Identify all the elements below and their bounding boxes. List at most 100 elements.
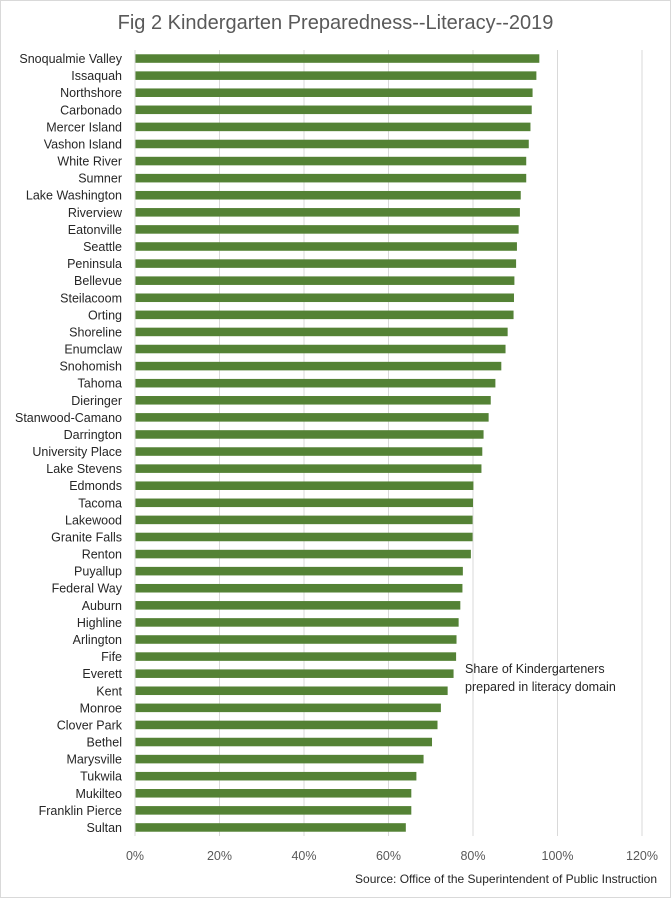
bar — [135, 806, 412, 815]
bar — [135, 293, 514, 303]
bar — [135, 686, 448, 696]
category-label: Puyallup — [74, 565, 122, 579]
chart-source: Source: Office of the Superintendent of … — [355, 872, 657, 886]
category-label: Darrington — [64, 428, 122, 442]
bar — [135, 344, 506, 354]
category-label: Bellevue — [74, 274, 122, 288]
category-label: Tahoma — [78, 377, 123, 391]
bar — [135, 447, 483, 456]
bar — [135, 259, 517, 268]
category-label: Orting — [88, 308, 122, 322]
x-tick-label: 100% — [542, 849, 574, 863]
category-label: Granite Falls — [51, 530, 122, 544]
x-tick-label: 60% — [376, 849, 401, 863]
chart-title: Fig 2 Kindergarten Preparedness--Literac… — [117, 12, 554, 34]
category-label: Peninsula — [67, 257, 122, 271]
bar — [135, 566, 463, 576]
bar — [135, 71, 537, 80]
bar — [135, 139, 529, 149]
bar — [135, 549, 471, 559]
category-label: Issaquah — [71, 69, 122, 83]
bar — [135, 242, 517, 251]
bar — [135, 208, 520, 217]
chart-annotation: Share of Kindergarteners prepared in lit… — [465, 662, 616, 694]
category-label: White River — [57, 155, 122, 169]
bar — [135, 618, 459, 627]
bar — [135, 190, 521, 200]
category-label: Carbonado — [60, 103, 122, 117]
bar — [135, 652, 457, 661]
category-label: Bethel — [87, 736, 122, 750]
category-label: Renton — [82, 548, 122, 562]
category-label: Seattle — [83, 240, 122, 254]
category-label: Tukwila — [80, 770, 122, 784]
category-label: Eatonville — [68, 223, 122, 237]
category-label: Edmonds — [69, 479, 122, 493]
category-label: Enumclaw — [64, 343, 123, 357]
bar — [135, 310, 514, 320]
bar — [135, 430, 484, 439]
category-label: Mercer Island — [46, 120, 122, 134]
category-label: University Place — [32, 445, 122, 459]
bar — [135, 413, 489, 422]
category-label: Fife — [101, 650, 122, 664]
bar — [135, 823, 406, 832]
category-label: Monroe — [80, 701, 122, 715]
category-label: Lake Stevens — [46, 462, 122, 476]
bar — [135, 754, 424, 764]
bar — [135, 173, 527, 183]
bar — [135, 720, 438, 730]
bar — [135, 361, 502, 371]
bar — [135, 276, 515, 285]
bar — [135, 789, 412, 798]
category-label: Federal Way — [52, 582, 123, 596]
x-tick-label: 20% — [207, 849, 232, 863]
category-label: Steilacoom — [60, 291, 122, 305]
bar — [135, 498, 473, 508]
category-label: Stanwood-Camano — [15, 411, 122, 425]
x-tick-label: 40% — [291, 849, 316, 863]
x-tick-label: 120% — [626, 849, 658, 863]
category-label: Sultan — [87, 821, 122, 835]
x-tick-label: 80% — [460, 849, 485, 863]
bar — [135, 88, 533, 97]
category-label: Vashon Island — [44, 137, 122, 151]
bar — [135, 105, 532, 115]
bar — [135, 515, 473, 525]
category-label: Marysville — [66, 753, 122, 767]
category-label: Shoreline — [69, 325, 122, 339]
bar — [135, 481, 474, 490]
category-label: Everett — [82, 667, 122, 681]
bar — [135, 771, 417, 781]
category-label: Franklin Pierce — [39, 804, 122, 818]
bar — [135, 601, 461, 610]
category-label: Kent — [96, 684, 122, 698]
bar — [135, 378, 496, 388]
bar — [135, 122, 531, 132]
category-label: Auburn — [82, 599, 122, 613]
bar — [135, 669, 454, 678]
bar — [135, 396, 491, 405]
category-label: Clover Park — [57, 718, 123, 732]
category-label: Tacoma — [78, 496, 122, 510]
category-label: Snohomish — [59, 360, 122, 374]
bar — [135, 583, 463, 593]
x-tick-label: 0% — [126, 849, 144, 863]
bar — [135, 464, 482, 473]
category-label: Arlington — [73, 633, 122, 647]
category-label: Sumner — [78, 172, 122, 186]
category-label: Dieringer — [71, 394, 122, 408]
bar — [135, 737, 433, 747]
category-label: Snoqualmie Valley — [19, 52, 122, 66]
bar — [135, 156, 527, 166]
bar — [135, 327, 508, 337]
category-label: Lake Washington — [26, 189, 122, 203]
category-label: Northshore — [60, 86, 122, 100]
bar — [135, 532, 473, 542]
bar — [135, 225, 519, 234]
category-label: Lakewood — [65, 513, 122, 527]
bar — [135, 54, 540, 63]
category-label: Riverview — [68, 206, 123, 220]
category-label: Highline — [77, 616, 122, 630]
